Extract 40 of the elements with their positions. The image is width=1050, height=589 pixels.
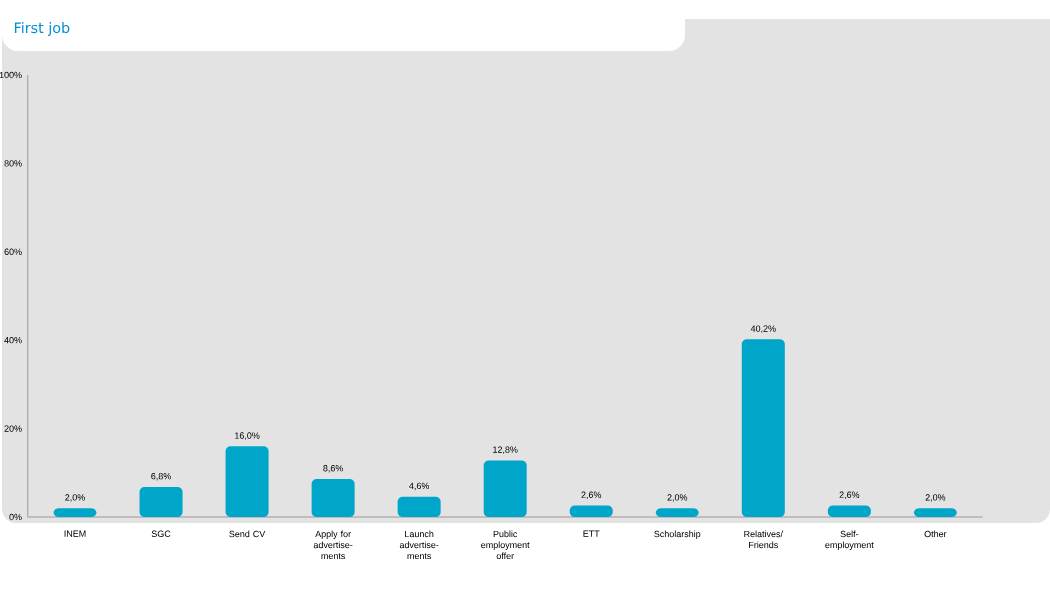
bar xyxy=(827,505,871,517)
data-label: 2,6% xyxy=(839,491,860,499)
x-tick-label: Public employment offer xyxy=(481,530,530,560)
x-tick-label: Launch advertise-ments xyxy=(399,530,439,560)
bar xyxy=(569,505,613,517)
x-tick-label: ETT xyxy=(583,530,600,537)
bar xyxy=(483,460,527,517)
data-label: 2,0% xyxy=(667,494,688,502)
y-tick-label: 20% xyxy=(4,425,22,432)
data-label: 2,6% xyxy=(581,491,602,499)
data-label: 4,6% xyxy=(409,482,430,491)
x-tick-label: Relatives/ Friends xyxy=(744,530,783,549)
bar xyxy=(397,496,441,517)
chart-title: First job xyxy=(14,22,70,36)
x-tick-label: Other xyxy=(924,530,947,538)
y-tick-label: 40% xyxy=(4,337,22,344)
y-tick-label: 80% xyxy=(4,160,22,167)
bar xyxy=(913,508,957,517)
data-label: 16,0% xyxy=(235,432,260,440)
y-tick-label: 60% xyxy=(4,248,22,255)
data-label: 6,8% xyxy=(151,473,171,481)
data-label: 2,0% xyxy=(925,494,946,502)
y-tick-label: 100% xyxy=(0,71,22,79)
bar xyxy=(741,339,785,517)
bar xyxy=(655,508,699,517)
x-tick-label: Apply for advertise-ments xyxy=(313,530,353,560)
data-label: 8,6% xyxy=(323,465,344,473)
y-tick-label: 0% xyxy=(9,513,22,521)
data-label: 12,8% xyxy=(493,446,518,454)
bar xyxy=(53,508,97,517)
data-label: 40,2% xyxy=(750,325,776,333)
data-label: 2,0% xyxy=(65,494,85,502)
x-tick-label: Send CV xyxy=(229,530,266,538)
bar xyxy=(311,478,355,517)
bar xyxy=(139,486,183,517)
x-tick-label: SGC xyxy=(151,530,171,537)
x-tick-label: INEM xyxy=(64,530,86,537)
x-tick-label: Scholarship xyxy=(654,530,701,539)
bar xyxy=(225,446,269,517)
x-tick-label: Self-employment xyxy=(825,530,874,550)
